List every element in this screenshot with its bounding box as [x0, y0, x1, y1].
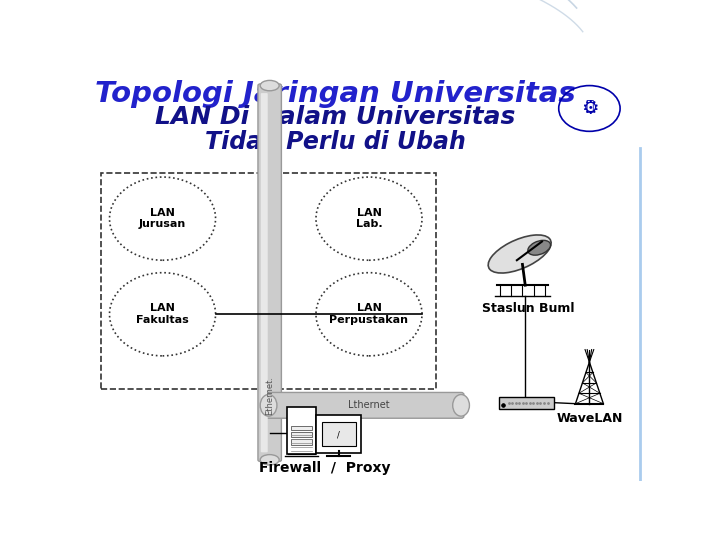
FancyBboxPatch shape: [291, 439, 312, 446]
Text: Firewall  /  Proxy: Firewall / Proxy: [258, 461, 390, 475]
Ellipse shape: [109, 177, 215, 260]
Ellipse shape: [488, 235, 551, 273]
FancyBboxPatch shape: [261, 93, 268, 453]
FancyBboxPatch shape: [287, 407, 316, 454]
FancyBboxPatch shape: [291, 426, 312, 430]
Text: Topologi Jaringan Universitas: Topologi Jaringan Universitas: [95, 80, 576, 108]
Text: LAN
Fakultas: LAN Fakultas: [136, 303, 189, 325]
Text: Tidak Perlu di Ubah: Tidak Perlu di Ubah: [205, 130, 466, 154]
Ellipse shape: [453, 395, 469, 416]
FancyBboxPatch shape: [322, 422, 356, 446]
Text: LAN
Jurusan: LAN Jurusan: [139, 208, 186, 230]
Ellipse shape: [260, 455, 279, 465]
Text: 人: 人: [585, 99, 593, 113]
FancyBboxPatch shape: [258, 84, 282, 462]
Ellipse shape: [528, 240, 551, 255]
Ellipse shape: [109, 273, 215, 356]
Text: Lthernet: Lthernet: [348, 400, 390, 410]
Ellipse shape: [260, 80, 279, 91]
Text: Ethernet.: Ethernet.: [265, 376, 274, 415]
Ellipse shape: [316, 273, 422, 356]
Text: LAN
Lab.: LAN Lab.: [356, 208, 382, 230]
Ellipse shape: [260, 395, 277, 416]
Text: Staslun Buml: Staslun Buml: [482, 301, 575, 314]
Text: ⚙: ⚙: [580, 99, 598, 118]
FancyBboxPatch shape: [316, 415, 361, 453]
Text: LAN
Perpustakan: LAN Perpustakan: [330, 303, 408, 325]
Ellipse shape: [316, 177, 422, 260]
FancyBboxPatch shape: [499, 396, 554, 409]
FancyBboxPatch shape: [291, 432, 312, 437]
Text: WaveLAN: WaveLAN: [557, 411, 623, 425]
FancyBboxPatch shape: [266, 393, 464, 418]
Bar: [101, 173, 436, 389]
Text: /: /: [337, 430, 340, 440]
Text: LAN Di Dalam Universitas: LAN Di Dalam Universitas: [156, 105, 516, 129]
